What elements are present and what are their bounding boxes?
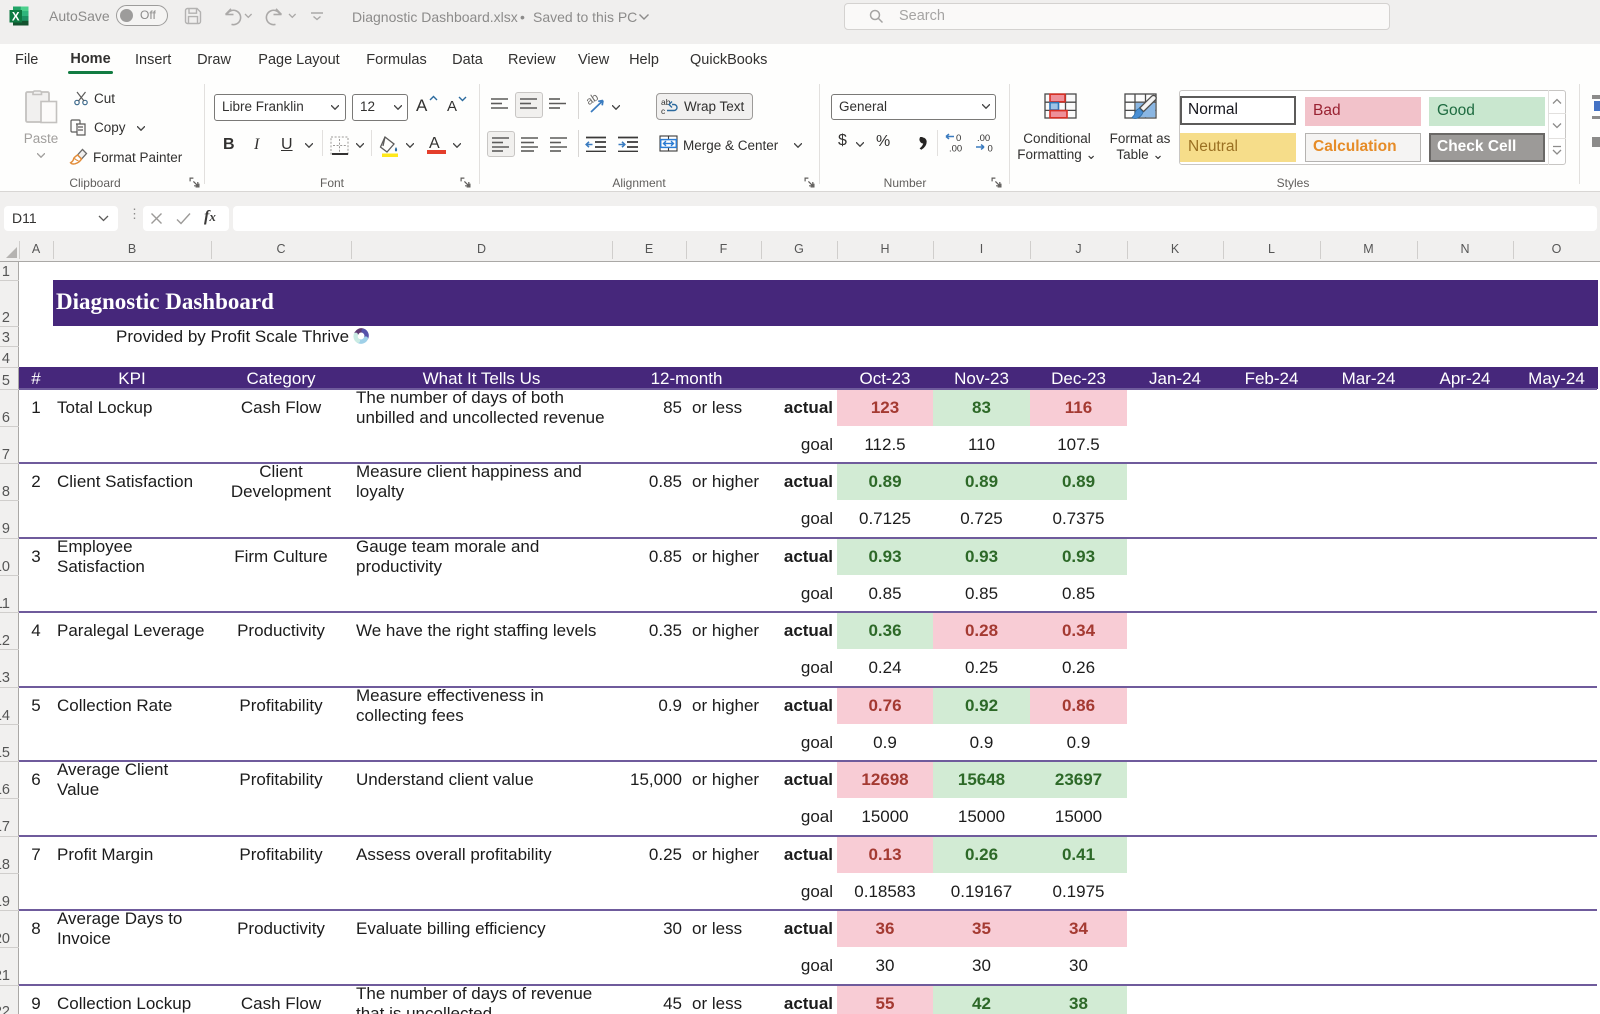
svg-text:.00: .00: [977, 133, 990, 144]
svg-text:c: c: [661, 106, 666, 116]
svg-text:X: X: [12, 12, 20, 24]
svg-text:ab: ab: [661, 97, 671, 107]
svg-text:.00: .00: [949, 144, 962, 154]
svg-text:0: 0: [988, 144, 993, 154]
svg-text:0: 0: [956, 133, 961, 144]
